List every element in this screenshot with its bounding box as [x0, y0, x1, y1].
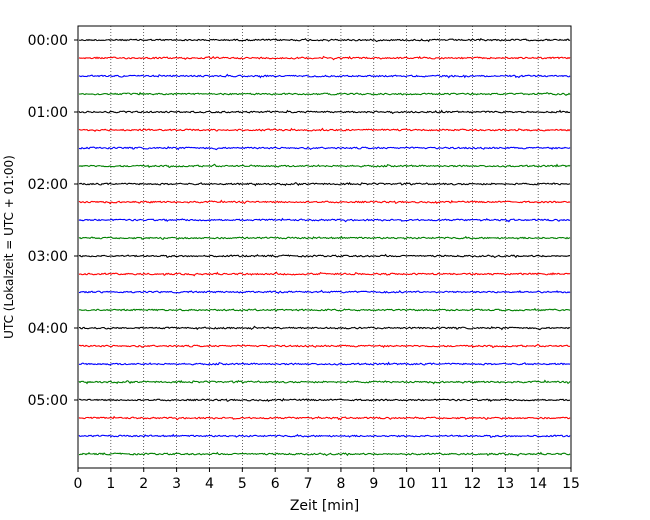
trace-line — [78, 163, 571, 169]
y-axis-label: UTC (Lokalzeit = UTC + 01:00) — [2, 155, 16, 339]
trace-line — [78, 181, 571, 187]
seismic-traces — [78, 37, 571, 457]
trace-line — [78, 361, 571, 366]
x-tick-label: 5 — [238, 476, 247, 492]
trace-line — [79, 307, 571, 312]
trace-line — [78, 379, 571, 385]
x-tick-label: 12 — [463, 476, 481, 492]
trace-line — [78, 415, 571, 421]
trace-line — [78, 109, 571, 115]
trace-line — [78, 145, 571, 151]
trace-line — [78, 73, 571, 79]
trace-line — [78, 343, 571, 349]
trace-line — [78, 91, 571, 96]
trace-line — [78, 397, 571, 403]
x-tick-label: 4 — [205, 476, 214, 492]
x-axis-label: Zeit [min] — [290, 498, 359, 514]
y-tick-label: 00:00 — [28, 33, 68, 49]
y-tick-label: 03:00 — [28, 249, 68, 265]
x-tick-label: 10 — [398, 476, 416, 492]
x-tick-label: 7 — [304, 476, 313, 492]
trace-line — [78, 55, 571, 61]
x-tick-label: 3 — [172, 476, 181, 492]
x-tick-label: 9 — [369, 476, 378, 492]
x-tick-label: 11 — [431, 476, 449, 492]
trace-line — [79, 325, 571, 331]
trace-line — [78, 37, 571, 43]
trace-line — [78, 289, 571, 294]
y-tick-label: 04:00 — [28, 321, 68, 337]
grid-lines — [110, 26, 539, 468]
trace-line — [78, 127, 571, 132]
trace-line — [78, 235, 571, 241]
trace-line — [78, 217, 571, 223]
y-axis-ticks: 00:00 01:00 02:00 03:00 04:00 05:00 — [28, 33, 78, 409]
plot-frame — [77, 25, 572, 469]
x-tick-label: 6 — [271, 476, 280, 492]
x-tick-label: 1 — [106, 476, 115, 492]
x-axis-ticks: 0 1 2 3 4 5 6 7 8 9 10 11 12 13 14 15 — [74, 468, 580, 492]
y-tick-label: 02:00 — [28, 177, 68, 193]
trace-line — [78, 433, 571, 438]
x-tick-label: 15 — [562, 476, 580, 492]
trace-line — [78, 271, 571, 277]
y-tick-label: 05:00 — [28, 393, 68, 409]
x-tick-label: 13 — [496, 476, 514, 492]
x-tick-label: 14 — [529, 476, 547, 492]
trace-line — [79, 451, 571, 457]
trace-line — [78, 199, 571, 205]
trace-line — [78, 253, 571, 259]
x-tick-label: 8 — [336, 476, 345, 492]
x-tick-label: 2 — [139, 476, 148, 492]
y-tick-label: 01:00 — [28, 105, 68, 121]
x-tick-label: 0 — [74, 476, 83, 492]
